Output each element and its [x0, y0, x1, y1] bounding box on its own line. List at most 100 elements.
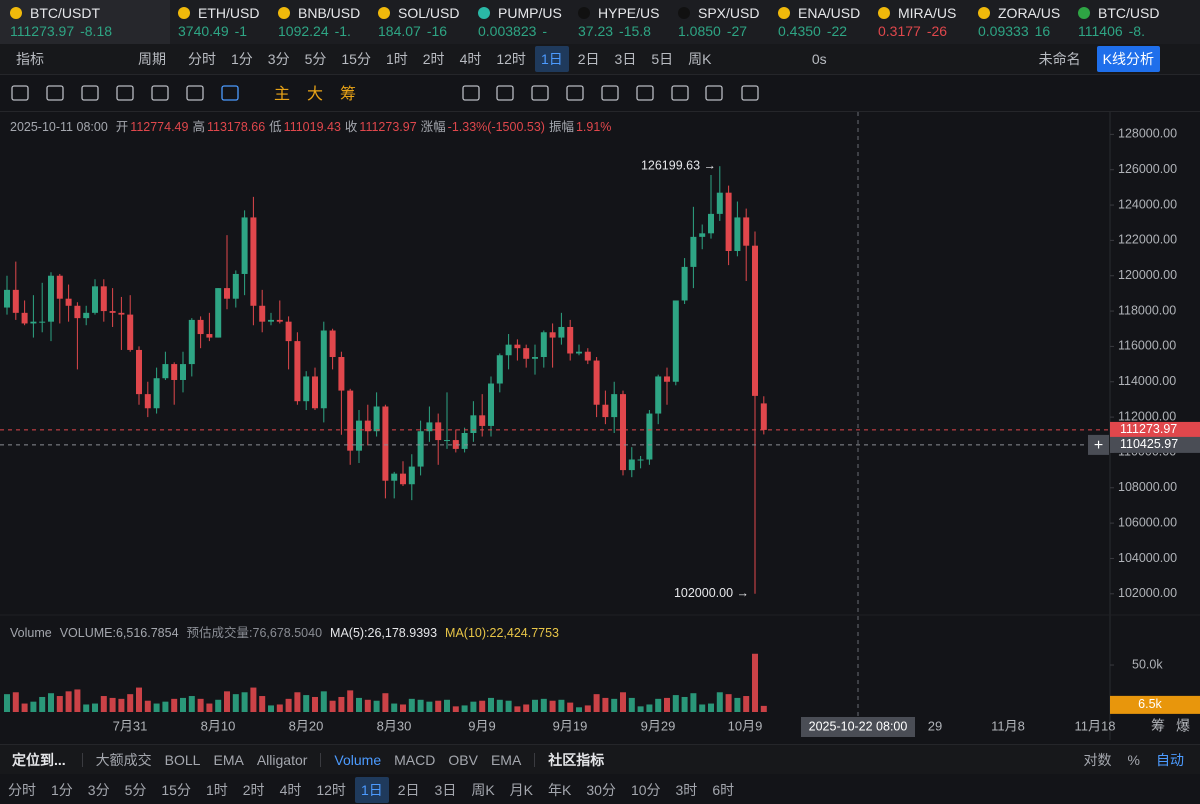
indicator-button[interactable]: 指标	[16, 51, 44, 67]
community-indicator[interactable]: 社区指标	[548, 751, 605, 768]
main-indicator[interactable]: BOLL	[164, 751, 201, 768]
volume-bar	[30, 701, 37, 712]
tool-icon[interactable]	[221, 84, 239, 101]
interval-button[interactable]: 12时	[316, 781, 346, 798]
interval-button[interactable]: 3日	[434, 781, 457, 798]
sub-indicator[interactable]: Volume	[334, 751, 382, 768]
tool-icon[interactable]	[741, 84, 759, 101]
volume-bar	[593, 694, 600, 712]
tool-icon[interactable]	[671, 84, 689, 101]
tool-icon[interactable]	[601, 84, 619, 101]
interval-button[interactable]: 10分	[630, 781, 661, 798]
candle-body	[628, 459, 635, 471]
interval-button[interactable]: 1日	[354, 776, 389, 803]
separator	[534, 752, 536, 767]
ticker[interactable]: SOL/USD 184.07 -16	[370, 0, 470, 44]
tool-icon[interactable]	[531, 84, 549, 101]
interval-button[interactable]: 5日	[651, 51, 674, 67]
interval-button[interactable]: 30分	[586, 781, 616, 798]
tool-icon[interactable]	[496, 84, 514, 101]
scale-option[interactable]: 自动	[1156, 751, 1184, 768]
ticker[interactable]: BTC/USDT 111273.97 -8.18	[0, 0, 170, 44]
volume-bar	[646, 704, 653, 712]
interval-button[interactable]: 4时	[279, 781, 302, 798]
crosshair-price-label: 110425.97	[1120, 437, 1178, 451]
ticker[interactable]: ENA/USD 0.4350 -22	[770, 0, 870, 44]
interval-button[interactable]: 1分	[231, 51, 253, 67]
volume-bar	[690, 693, 697, 712]
ticker[interactable]: ZORA/US 0.09333 16	[970, 0, 1070, 44]
sub-indicator[interactable]: OBV	[448, 751, 478, 768]
interval-button[interactable]: 3时	[675, 781, 698, 798]
interval-button[interactable]: 15分	[161, 781, 191, 798]
ticker[interactable]: SPX/USD 1.0850 -27	[670, 0, 770, 44]
interval-button[interactable]: 分时	[8, 781, 36, 798]
tool-icon[interactable]	[46, 84, 64, 101]
tool-label[interactable]: 筹	[340, 85, 356, 103]
sub-indicator[interactable]: EMA	[490, 751, 522, 768]
side-label[interactable]: 爆	[1176, 718, 1190, 734]
interval-button[interactable]: 2日	[397, 781, 420, 798]
candle-body	[171, 364, 178, 380]
icon-button[interactable]	[74, 56, 86, 62]
locate-button[interactable]: 定位到...	[12, 751, 66, 768]
analysis-button[interactable]: K线分析	[1096, 46, 1160, 72]
y-tick-label: 124000.00	[1118, 197, 1177, 211]
interval-button[interactable]: 1日	[534, 46, 569, 72]
interval-button[interactable]: 3分	[267, 51, 290, 67]
interval-button[interactable]: 2时	[242, 781, 265, 798]
interval-button[interactable]: 3分	[87, 781, 110, 798]
candle-body	[206, 334, 213, 338]
side-label[interactable]: 筹	[1151, 718, 1165, 734]
interval-button[interactable]: 15分	[341, 51, 371, 67]
ticker[interactable]: PUMP/US 0.003823-	[470, 0, 570, 44]
ticker[interactable]: ETH/USD 3740.49 -1	[170, 0, 270, 44]
interval-button[interactable]: 3日	[614, 51, 637, 67]
scale-option[interactable]: 对数	[1083, 751, 1112, 768]
interval-button[interactable]: 4时	[459, 51, 482, 67]
tool-icon[interactable]	[566, 84, 584, 101]
interval-button[interactable]: 12时	[496, 51, 526, 67]
tool-label[interactable]: 大	[307, 85, 323, 103]
interval-button[interactable]: 2日	[577, 51, 600, 67]
interval-button[interactable]: 5分	[304, 51, 327, 67]
scale-option[interactable]: %	[1127, 751, 1140, 768]
crosshair-add-icon: +	[1094, 437, 1103, 454]
ticker[interactable]: HYPE/US 37.23 -15.8	[570, 0, 670, 44]
ticker-price: 0.4350	[778, 23, 821, 39]
interval-button[interactable]: 1时	[205, 781, 228, 798]
tool-icon[interactable]	[705, 84, 723, 101]
volume-bar	[681, 696, 688, 712]
ticker[interactable]: BNB/USD 1092.24 -1.	[270, 0, 370, 44]
crosshair-add-button[interactable]	[1088, 434, 1109, 455]
volume-bar	[752, 653, 758, 712]
main-indicator[interactable]: EMA	[213, 751, 244, 768]
interval-button[interactable]: 周K	[688, 51, 712, 67]
volume-current-box	[1110, 695, 1200, 714]
tool-icon[interactable]	[11, 84, 29, 101]
interval-button[interactable]: 周K	[471, 781, 495, 798]
sub-indicator[interactable]: MACD	[394, 751, 436, 768]
tool-icon[interactable]	[636, 84, 654, 101]
interval-button[interactable]: 分时	[188, 51, 216, 67]
interval-button[interactable]: 月K	[509, 781, 534, 798]
tool-icon[interactable]	[462, 84, 480, 101]
tool-label[interactable]: 主	[274, 85, 290, 103]
interval-button[interactable]: 年K	[548, 781, 572, 798]
interval-button[interactable]: 1时	[385, 51, 408, 67]
ticker[interactable]: MIRA/US 0.3177 -26	[870, 0, 970, 44]
ticker[interactable]: BTC/USD 111406 -8.	[1070, 0, 1170, 44]
interval-button[interactable]: 1分	[51, 781, 73, 798]
interval-button[interactable]: 6时	[712, 781, 735, 798]
candle-body	[549, 332, 556, 338]
tool-icon[interactable]	[116, 84, 134, 101]
main-indicator[interactable]: Alligator	[256, 751, 308, 768]
tool-icon[interactable]	[186, 84, 204, 101]
main-indicator[interactable]: 大额成交	[95, 751, 152, 768]
tool-icon[interactable]	[151, 84, 169, 101]
interval-button[interactable]: 2时	[422, 51, 445, 67]
interval-button[interactable]: 5分	[124, 781, 147, 798]
layout-name[interactable]: 未命名	[1038, 51, 1081, 67]
tool-icon[interactable]	[81, 84, 99, 101]
period-button[interactable]: 周期	[138, 51, 166, 67]
